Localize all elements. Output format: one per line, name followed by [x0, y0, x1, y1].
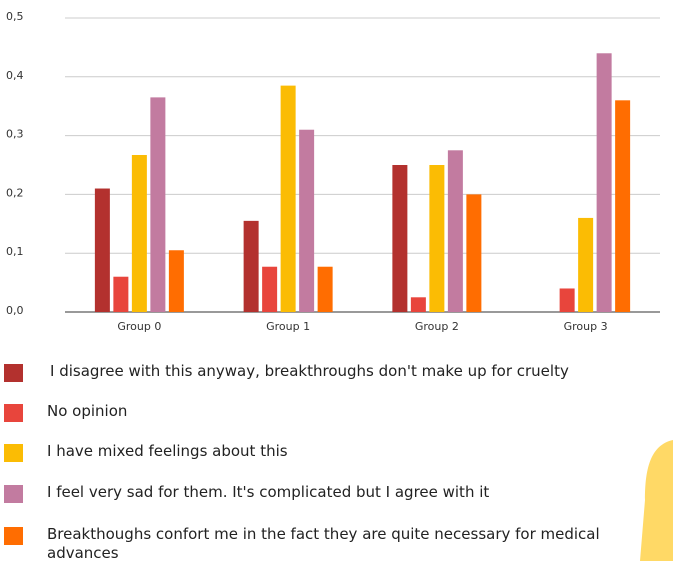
bar	[95, 189, 110, 312]
bar	[448, 150, 463, 312]
bar	[466, 194, 481, 312]
bar	[132, 155, 147, 312]
legend-item: Breakthoughs confort me in the fact they…	[0, 518, 640, 558]
legend-label: I feel very sad for them. It's complicat…	[47, 483, 607, 502]
legend-item: I feel very sad for them. It's complicat…	[0, 476, 640, 516]
y-tick-label: 0,0	[6, 304, 24, 317]
decoration	[640, 440, 673, 561]
bar	[597, 53, 612, 312]
y-tick-label: 0,3	[6, 128, 24, 141]
bar	[429, 165, 444, 312]
legend-label: I disagree with this anyway, breakthroug…	[50, 362, 610, 381]
x-tick-label: Group 1	[266, 320, 310, 333]
legend-swatch	[4, 364, 23, 382]
legend-swatch	[4, 527, 23, 545]
bar	[578, 218, 593, 312]
x-tick-label: Group 3	[564, 320, 608, 333]
y-tick-label: 0,1	[6, 245, 24, 258]
legend-item: I disagree with this anyway, breakthroug…	[0, 355, 640, 395]
bar	[411, 297, 426, 312]
legend-item: No opinion	[0, 395, 640, 435]
bar	[392, 165, 407, 312]
bar	[560, 288, 575, 312]
bar	[318, 267, 333, 312]
bar	[262, 267, 277, 312]
y-tick-label: 0,4	[6, 69, 24, 82]
legend-swatch	[4, 444, 23, 462]
legend-label: Breakthoughs confort me in the fact they…	[47, 525, 607, 563]
legend-item: I have mixed feelings about this	[0, 435, 640, 475]
bar	[150, 97, 165, 312]
x-tick-label: Group 2	[415, 320, 459, 333]
y-tick-label: 0,2	[6, 186, 24, 199]
x-tick-label: Group 0	[117, 320, 161, 333]
legend-label: I have mixed feelings about this	[47, 442, 607, 461]
bar	[113, 277, 128, 312]
bar	[244, 221, 259, 312]
bar	[615, 100, 630, 312]
bar	[169, 250, 184, 312]
y-tick-label: 0,5	[6, 10, 24, 23]
legend-label: No opinion	[47, 402, 607, 421]
legend-swatch	[4, 485, 23, 503]
bar	[299, 130, 314, 312]
bar	[281, 86, 296, 312]
page: {"chart_data": {"type": "bar", "categori…	[0, 0, 673, 561]
legend-swatch	[4, 404, 23, 422]
